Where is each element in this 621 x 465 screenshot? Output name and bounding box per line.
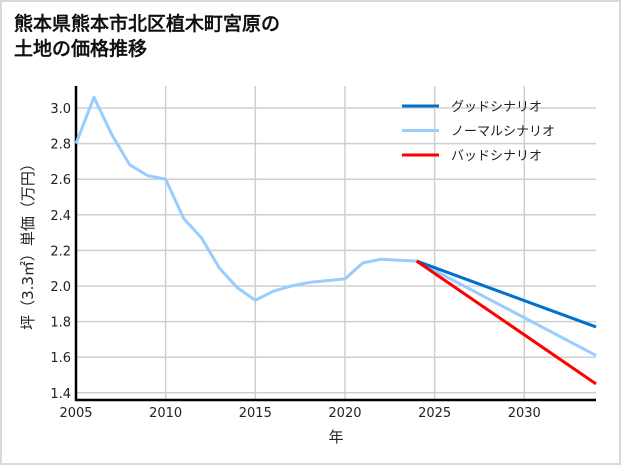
y-tick-label: 2.8 bbox=[50, 138, 71, 153]
chart-title-line-2: 土地の価格推移 bbox=[14, 38, 148, 60]
x-tick-label: 2015 bbox=[239, 406, 272, 421]
x-tick-label: 2025 bbox=[418, 406, 451, 421]
y-tick-label: 2.0 bbox=[50, 280, 71, 295]
y-axis-label: 坪（3.3㎡）単価（万円） bbox=[19, 156, 37, 330]
x-tick-label: 2005 bbox=[59, 406, 92, 421]
legend-label-1: ノーマルシナリオ bbox=[451, 125, 555, 140]
legend-label-0: グッドシナリオ bbox=[451, 100, 542, 115]
y-tick-label: 1.4 bbox=[50, 387, 71, 402]
y-tick-label: 2.2 bbox=[50, 244, 71, 259]
chart-title: 熊本県熊本市北区植木町宮原の 土地の価格推移 bbox=[14, 12, 280, 62]
x-axis-label: 年 bbox=[328, 428, 343, 446]
legend-label-2: バッドシナリオ bbox=[451, 149, 542, 164]
x-tick-label: 2010 bbox=[149, 406, 182, 421]
y-tick-label: 2.4 bbox=[50, 209, 71, 224]
series-line-2 bbox=[415, 259, 597, 386]
chart-title-line-1: 熊本県熊本市北区植木町宮原の bbox=[14, 13, 281, 35]
x-tick-label: 2020 bbox=[328, 406, 361, 421]
series-line-1 bbox=[74, 95, 597, 357]
y-tick-label: 1.8 bbox=[50, 316, 71, 331]
series-line-0 bbox=[416, 259, 597, 329]
y-tick-label: 2.6 bbox=[50, 173, 71, 188]
x-tick-label: 2030 bbox=[508, 406, 541, 421]
y-tick-label: 3.0 bbox=[50, 102, 71, 117]
y-tick-label: 1.6 bbox=[50, 351, 71, 366]
